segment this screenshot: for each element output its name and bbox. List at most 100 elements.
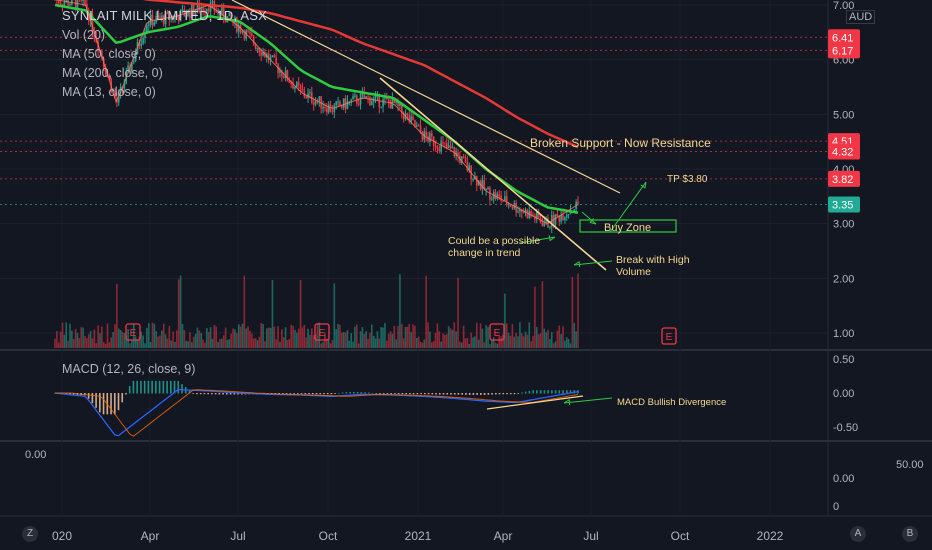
volume-bar [449, 328, 452, 348]
volume-bar [569, 343, 572, 348]
volume-bar [468, 343, 471, 348]
volume-bar [419, 341, 422, 348]
macd-legend[interactable]: MACD (12, 26, close, 9) [62, 362, 196, 376]
legend-ma50[interactable]: MA (50, close, 0) [62, 47, 156, 61]
candle-body [374, 94, 377, 98]
macd-histogram-bar [461, 393, 463, 395]
currency-label[interactable]: AUD [846, 10, 876, 24]
volume-bar [451, 329, 454, 348]
candle-body [140, 43, 143, 46]
candle-body [350, 99, 352, 102]
price-tick-label: 5.00 [833, 109, 854, 121]
candle-body [460, 156, 463, 164]
log-scale-button[interactable]: B [902, 526, 918, 542]
candle-body [526, 209, 529, 219]
volume-bar [189, 332, 191, 348]
earnings-marker [125, 323, 141, 341]
macd-histogram-bar [158, 380, 161, 394]
buy-zone-arrow-head [589, 218, 597, 225]
candle-body [243, 31, 246, 39]
volume-bar [432, 341, 435, 348]
candle-body [282, 76, 285, 78]
volume-bar [136, 340, 139, 348]
macd-histogram-bar [315, 393, 318, 395]
volume-bar [219, 338, 221, 348]
candle-body [67, 0, 69, 6]
time-tick-label: Jul [583, 529, 598, 543]
price-tick-label: 1.00 [833, 328, 854, 340]
volume-bar [414, 325, 416, 348]
candle-body [119, 86, 122, 93]
macd-histogram-bar [498, 393, 501, 395]
candle-body [54, 0, 56, 1]
candle-body [562, 215, 564, 221]
volume-bar [397, 326, 399, 348]
auto-scale-button[interactable]: A [850, 526, 866, 542]
candle-body [389, 102, 392, 109]
volume-bar [191, 342, 193, 348]
legend-ma200[interactable]: MA (200, close, 0) [62, 66, 163, 80]
volume-bar [127, 329, 129, 348]
volume-bar [311, 328, 313, 348]
volume-bar [393, 325, 396, 348]
volume-bar [348, 340, 351, 348]
extra-pane-tick: 0 [833, 501, 839, 513]
candle-body [318, 96, 321, 102]
candle-body [144, 32, 146, 38]
macd-histogram-bar [528, 390, 531, 394]
volume-bar [256, 340, 259, 348]
volume-bar [267, 327, 270, 348]
candle-body [108, 75, 111, 79]
volume-bar [179, 275, 182, 348]
macd-histogram-bar [214, 393, 217, 395]
candle-body [146, 25, 148, 33]
legend-volume[interactable]: Vol (20) [62, 28, 106, 42]
volume-bar [562, 326, 564, 348]
volume-bar [513, 336, 516, 348]
volume-bar [429, 331, 431, 348]
volume-bar [520, 333, 523, 348]
volume-bar [282, 337, 285, 348]
candle-body [483, 180, 486, 190]
candle-body [335, 101, 337, 105]
macd-histogram-bar [390, 393, 393, 394]
volume-bar [117, 328, 120, 348]
candle-body [346, 101, 349, 109]
volume-bar [82, 327, 84, 348]
candle-body [322, 107, 324, 109]
zoom-button[interactable]: Z [22, 526, 38, 542]
volume-bar [374, 338, 377, 348]
macd-histogram-bar [326, 393, 329, 395]
price-tag-bg [828, 170, 860, 187]
volume-bar [228, 339, 231, 348]
candle-body [311, 92, 313, 103]
volume-bar [528, 322, 531, 348]
candle-body [339, 101, 341, 106]
volume-bar [86, 338, 88, 348]
candle-body [320, 96, 322, 109]
candle-body [166, 12, 169, 14]
candle-body [481, 180, 484, 189]
candle-body [427, 136, 429, 142]
candle-body [500, 195, 502, 201]
volume-bar [530, 341, 532, 348]
candle-body [543, 222, 546, 226]
candle-body [86, 4, 88, 10]
volume-bar [129, 343, 131, 348]
volume-bar [391, 333, 394, 348]
volume-bar [341, 332, 343, 348]
volume-bar [442, 333, 444, 348]
volume-bar [147, 323, 150, 348]
macd-histogram-bar [543, 390, 546, 394]
resistance-trendline [231, 0, 621, 194]
candle-body [385, 97, 388, 99]
macd-histogram-bar [162, 380, 165, 394]
volume-bar [406, 326, 409, 348]
volume-bar [241, 323, 244, 348]
volume-bar [296, 332, 298, 348]
volume-bar [453, 322, 456, 348]
legend-ma13[interactable]: MA (13, close, 0) [62, 85, 156, 99]
ma13-line [54, 0, 579, 225]
candle-body [509, 204, 512, 207]
